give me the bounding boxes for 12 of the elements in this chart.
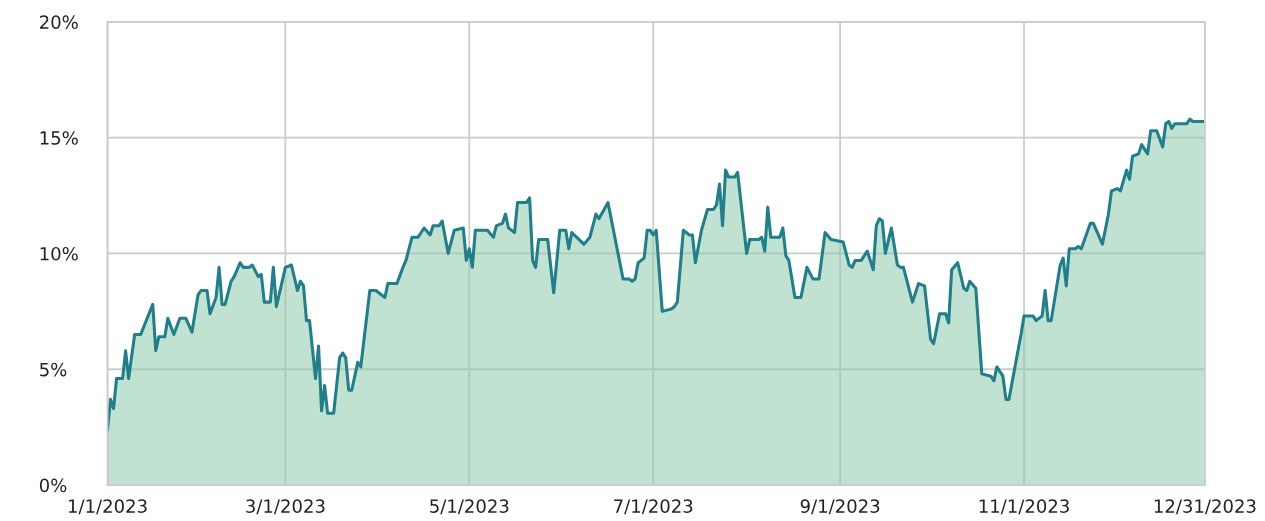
x-tick-label: 9/1/2023 <box>800 499 880 515</box>
x-tick-label: 5/1/2023 <box>430 499 509 515</box>
y-tick-label: 0% <box>39 478 67 493</box>
y-tick-label: 5% <box>40 362 67 377</box>
x-tick-label: 11/1/2023 <box>979 499 1069 515</box>
x-tick-label: 12/31/2023 <box>1154 499 1256 515</box>
y-tick-label: 10% <box>40 246 78 261</box>
y-tick-label: 20% <box>40 15 78 29</box>
x-tick-label: 1/1/2023 <box>68 499 147 515</box>
x-tick-label: 7/1/2023 <box>614 499 693 515</box>
y-tick-label: 15% <box>40 131 78 145</box>
x-tick-label: 3/1/2023 <box>246 499 325 515</box>
